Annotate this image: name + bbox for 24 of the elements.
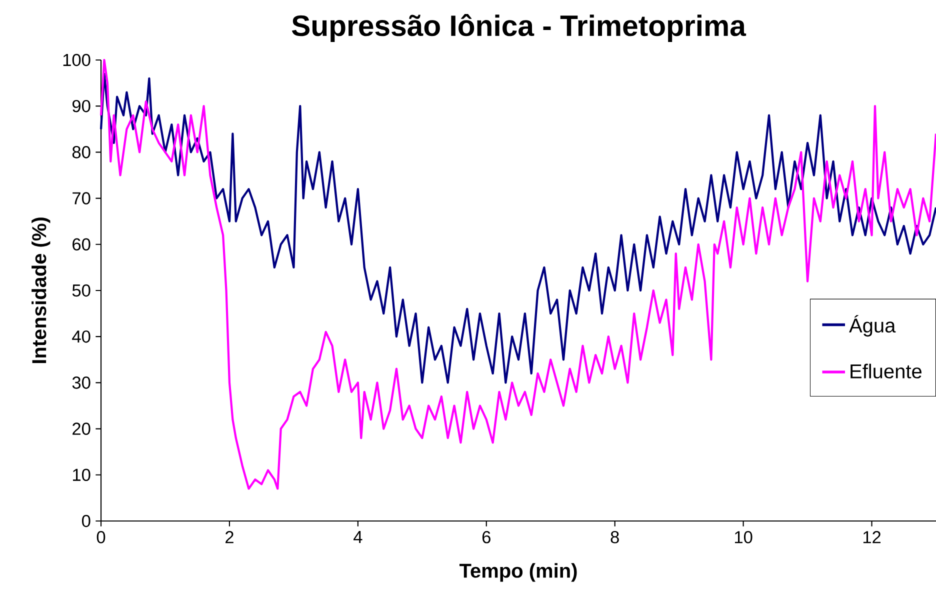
y-tick-label: 0 [82,514,90,528]
x-tick-label: 10 [734,531,752,544]
y-tick-label: 20 [72,422,90,435]
y-tick-label: 30 [72,376,90,389]
y-tick-label: 40 [72,330,90,343]
line-series [100,72,936,384]
y-tick-label: 60 [72,238,90,251]
y-tick-label: 90 [72,100,90,112]
x-tick-label: 2 [226,531,234,544]
y-axis-title: Intensidade (%) [32,218,50,364]
y-tick-label: 50 [72,284,90,297]
x-tick-label: 0 [96,531,106,544]
legend-label: Efluente [850,364,922,378]
y-tick-label: 80 [72,146,90,158]
legend-label: Água [849,315,896,337]
chart-title: Supressão Iônica - Trimetoprima [292,14,746,42]
x-tick-label: 8 [610,531,619,544]
y-tick-label: 70 [72,192,90,204]
x-tick-label: 4 [354,531,362,543]
x-tick-label: 12 [863,531,881,544]
y-tick-label: 100 [63,54,90,66]
x-axis-title: Tempo (min) [459,563,577,582]
x-tick-label: 6 [482,531,490,544]
y-tick-label: 10 [73,468,90,482]
